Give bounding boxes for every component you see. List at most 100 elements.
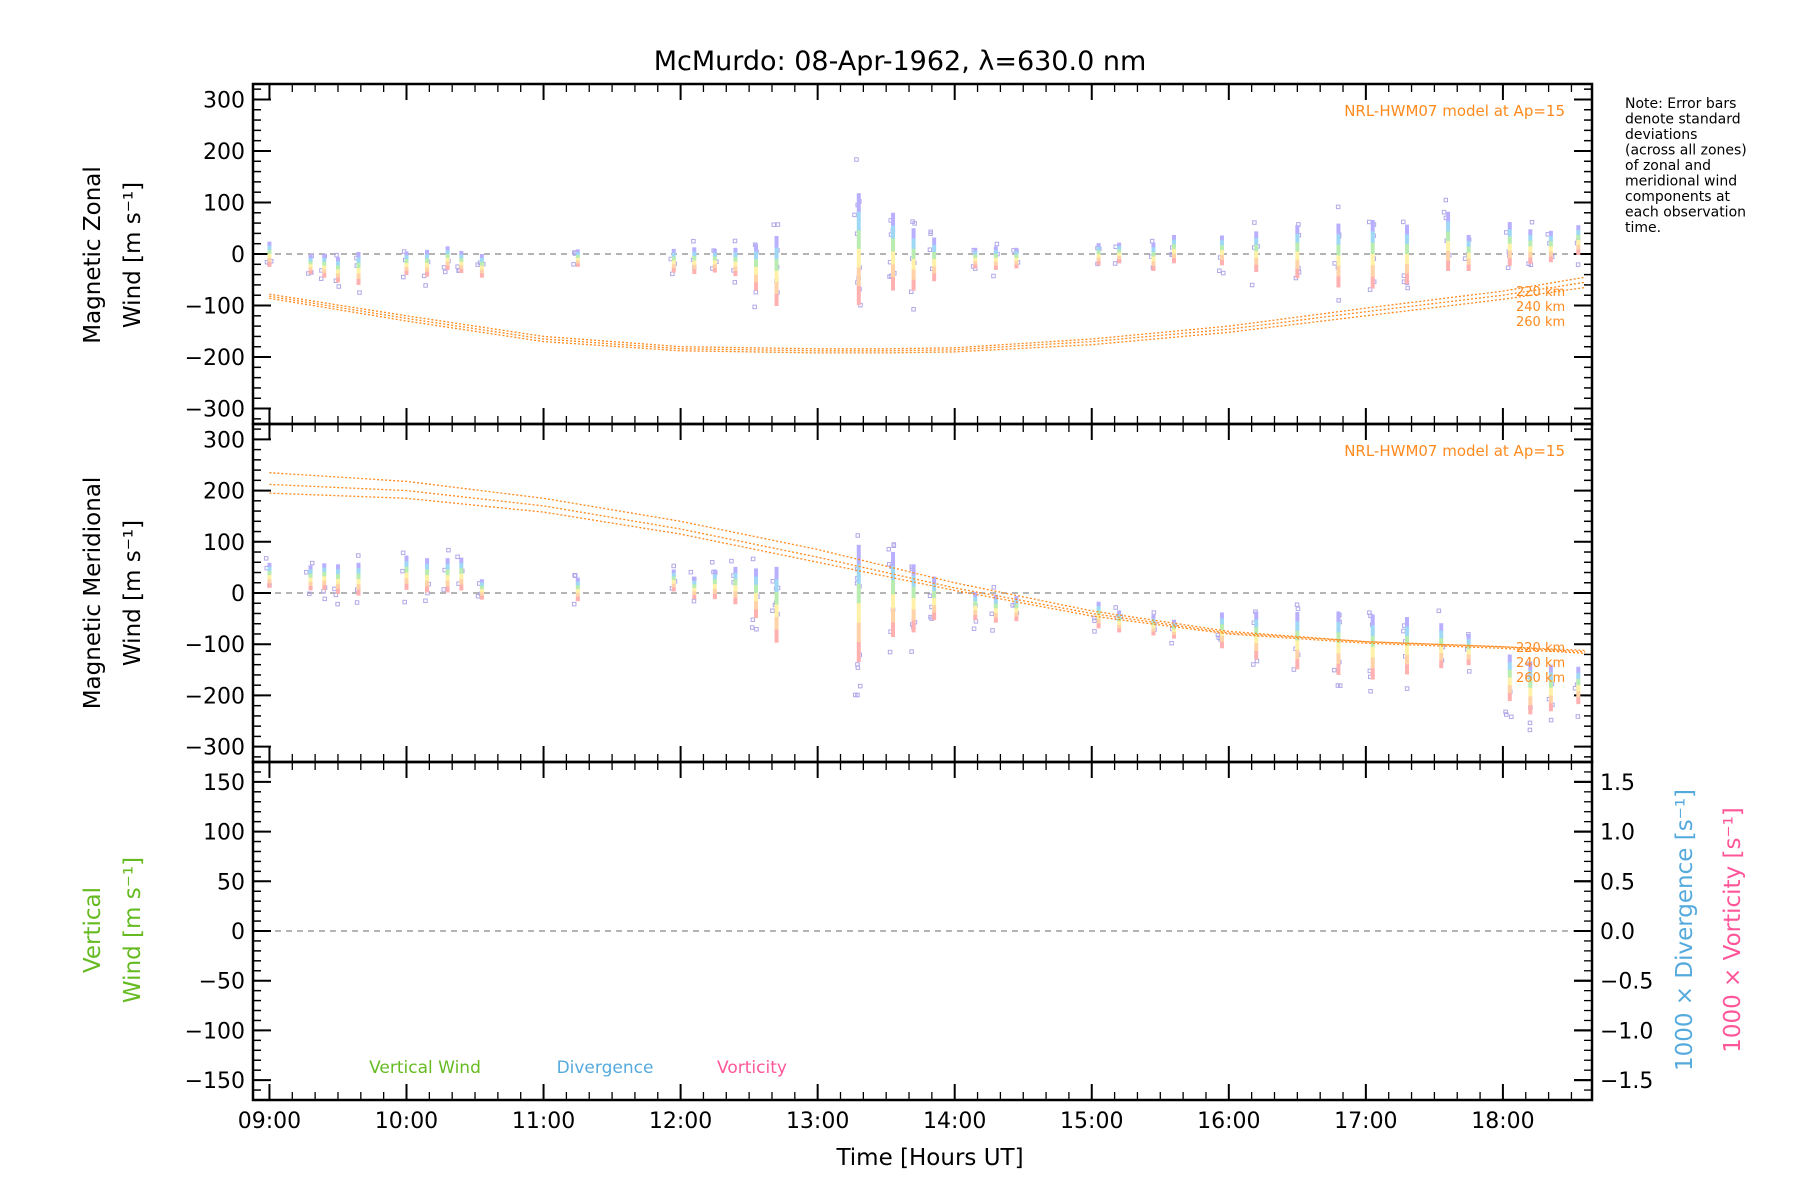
scatter-point [670, 271, 675, 277]
rainbow-segment [1548, 687, 1553, 696]
rainbow-segment [712, 268, 717, 273]
rainbow-segment [891, 608, 896, 623]
observation-bar [318, 253, 327, 281]
scatter-point [571, 601, 577, 607]
rainbow-segment [1404, 654, 1409, 665]
rainbow-segment [1295, 225, 1300, 235]
observation-bar [475, 254, 486, 278]
observation-bar [333, 252, 342, 289]
rainbow-segment [774, 247, 779, 260]
scatter-point [1252, 220, 1257, 225]
scatter-point [729, 558, 734, 564]
rainbow-segment [1466, 644, 1471, 650]
y-tick-label: 100 [203, 531, 245, 556]
rainbow-segment [308, 569, 313, 575]
rainbow-segment [335, 574, 340, 580]
rainbow-segment [404, 561, 409, 568]
legend-item: Vorticity [717, 1058, 787, 1078]
rainbow-segment [932, 598, 937, 606]
scatter-point [1368, 688, 1373, 694]
rainbow-segment [1151, 251, 1156, 258]
y-tick-label: −300 [185, 398, 245, 423]
observation-bar [886, 542, 897, 655]
observation-bar [1293, 222, 1302, 281]
rainbow-segment [1117, 613, 1122, 619]
scatter-point [455, 554, 460, 560]
note-line: time. [1625, 220, 1661, 236]
scatter-point [1295, 606, 1301, 612]
x-axis-title: Time [Hours UT] [835, 1145, 1023, 1171]
scatter-point [886, 547, 892, 552]
scatter-point [1149, 238, 1155, 244]
rainbow-segment [404, 259, 409, 264]
rainbow-segment [575, 593, 580, 598]
rainbow-segment [1404, 224, 1409, 235]
rainbow-segment [1295, 251, 1300, 261]
rainbow-segment [993, 261, 998, 267]
scatter-point [1221, 270, 1226, 276]
scatter-point [307, 591, 312, 597]
rainbow-segment [1171, 248, 1176, 254]
rainbow-segment [1576, 672, 1581, 680]
scatter-point [991, 273, 996, 279]
rainbow-segment [712, 252, 717, 258]
rainbow-segment [1404, 244, 1409, 255]
rainbow-segment [856, 642, 861, 663]
scatter-point [688, 569, 694, 575]
rainbow-segment [1336, 234, 1341, 246]
rainbow-segment [1446, 231, 1451, 242]
rainbow-segment [459, 584, 464, 591]
scatter-point [1436, 608, 1442, 614]
y2-tick-label: 1.5 [1600, 771, 1635, 796]
scatter-point [1572, 685, 1578, 691]
rainbow-segment [1576, 239, 1581, 246]
rainbow-segment [425, 586, 430, 593]
observation-bar [991, 241, 1000, 279]
y-tick-label: −100 [185, 633, 245, 658]
rainbow-segment [1151, 615, 1156, 619]
scatter-point [1113, 244, 1118, 250]
scatter-point [1366, 219, 1372, 225]
rainbow-segment [479, 257, 484, 263]
scatter-point [442, 269, 448, 275]
y2-tick-label: 1.0 [1600, 821, 1635, 846]
rainbow-segment [891, 594, 896, 609]
y2-tick-label: 0.5 [1600, 870, 1635, 895]
rainbow-segment [891, 566, 896, 581]
rainbow-segment [671, 264, 676, 269]
rainbow-segment [479, 265, 484, 270]
rainbow-segment [993, 603, 998, 609]
observation-bar [971, 591, 979, 631]
rainbow-segment [1528, 240, 1533, 247]
rainbow-segment [1254, 651, 1259, 660]
observation-bar [1546, 664, 1555, 723]
scatter-point [1092, 615, 1097, 621]
meridional-ylabel-line1: Magnetic Meridional [80, 477, 106, 710]
rainbow-segment [1507, 258, 1512, 266]
rainbow-segment [1507, 236, 1512, 245]
rainbow-segment [1096, 246, 1101, 251]
note-line: meridional wind [1625, 174, 1737, 190]
rainbow-segment [993, 250, 998, 255]
rainbow-segment [1404, 636, 1409, 646]
model-label: NRL-HWM07 model at Ap=15 [1344, 102, 1565, 120]
rainbow-segment [993, 608, 998, 614]
observation-bar [304, 560, 315, 597]
scatter-point [455, 264, 460, 269]
observation-bar [1010, 596, 1020, 622]
scatter-point [400, 550, 406, 556]
rainbow-segment [1151, 265, 1156, 271]
rainbow-segment [1219, 250, 1224, 256]
rainbow-segment [1446, 241, 1451, 252]
rainbow-segment [1466, 258, 1471, 266]
scatter-point [1113, 605, 1118, 610]
rainbow-segment [932, 273, 937, 282]
observation-bar [1441, 197, 1452, 271]
scatter-point [1575, 262, 1581, 267]
rainbow-segment [267, 258, 272, 263]
rainbow-segment [993, 599, 998, 605]
rainbow-segment [356, 568, 361, 575]
observation-bar [1526, 219, 1535, 268]
rainbow-segment [459, 261, 464, 266]
y-tick-label: 0 [231, 582, 245, 607]
